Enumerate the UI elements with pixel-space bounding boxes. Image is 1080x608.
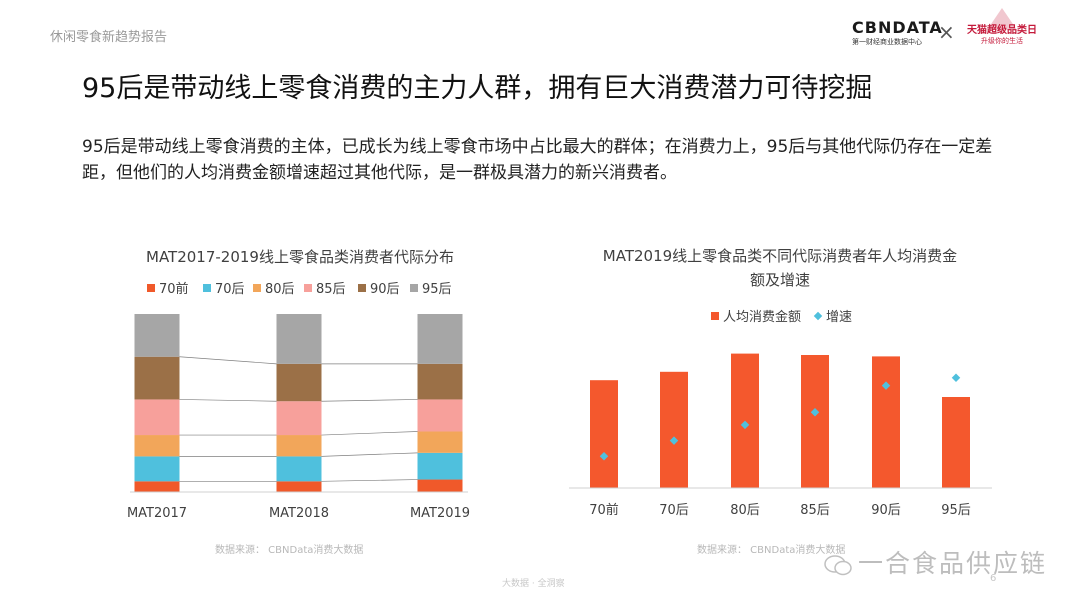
bar-segment-MAT2019-85后 <box>417 399 463 432</box>
legend-swatch-70后 <box>203 284 211 292</box>
legend-swatch-95后 <box>410 284 418 292</box>
series-connector-line <box>321 452 418 457</box>
left-chart-source: 数据来源： CBNData消费大数据 <box>215 545 364 556</box>
growth-marker-90后 <box>881 381 891 390</box>
bar-segment-MAT2018-90后 <box>276 363 322 402</box>
x-tick-label-MAT2019: MAT2019 <box>410 506 470 521</box>
legend-swatch-85后 <box>304 284 312 292</box>
legend-label-70后: 70后 <box>215 282 245 297</box>
right-chart-title: MAT2019线上零食品类不同代际消费者年人均消费金额及增速 <box>602 247 958 289</box>
left-chart-title: MAT2017-2019线上零食品类消费者代际分布 <box>146 248 454 266</box>
series-connector-line <box>321 431 418 436</box>
bar-segment-MAT2018-70后 <box>276 456 322 482</box>
bar-segment-MAT2017-70前 <box>134 481 180 492</box>
x-tick-label-MAT2018: MAT2018 <box>269 506 329 521</box>
legend-label-增速: 增速 <box>826 310 852 325</box>
cbndata-logo-subtext: 第一财经商业数据中心 <box>852 38 922 46</box>
series-connector-line <box>321 399 418 402</box>
footer-tagline: 大数据 · 全洞察 <box>502 579 565 589</box>
wechat-icon <box>824 555 852 576</box>
logo-separator-icon: × <box>938 20 955 44</box>
legend-swatch-80后 <box>253 284 261 292</box>
intro-paragraph: 95后是带动线上零食消费的主体，已成长为线上零食市场中占比最大的群体；在消费力上… <box>82 137 993 183</box>
x-tick-label-95后: 95后 <box>941 503 971 518</box>
legend-label-85后: 85后 <box>316 282 346 297</box>
x-tick-label-70后: 70后 <box>659 503 689 518</box>
bar-segment-MAT2017-70后 <box>134 456 180 482</box>
legend-label-80后: 80后 <box>265 282 295 297</box>
growth-marker-70后 <box>669 436 679 445</box>
bar-segment-MAT2018-70前 <box>276 481 322 492</box>
legend-swatch-增速 <box>813 311 823 321</box>
tmall-logo-text: 天猫超级品类日 <box>967 25 1037 36</box>
bar-segment-MAT2018-85后 <box>276 401 322 436</box>
bar-segment-MAT2017-95后 <box>134 314 180 357</box>
bar-segment-MAT2018-80后 <box>276 435 322 457</box>
legend-swatch-70前 <box>147 284 155 292</box>
cbndata-logo: CBNDATA 第一财经商业数据中心 <box>852 19 943 47</box>
growth-marker-80后 <box>740 420 750 430</box>
bar-85后 <box>801 355 829 488</box>
tmall-logo-slogan: 升级你的生活 <box>981 37 1023 45</box>
bar-70前 <box>590 380 618 488</box>
legend-label-人均消费金额: 人均消费金额 <box>723 309 801 325</box>
watermark-text: 一合食品供应链 <box>858 549 1048 578</box>
tmall-category-day-logo: 天猫超级品类日 升级你的生活 <box>962 8 1042 60</box>
bar-segment-MAT2019-90后 <box>417 363 463 400</box>
right-chart-source: 数据来源： CBNData消费大数据 <box>697 545 846 556</box>
legend-label-95后: 95后 <box>422 282 452 297</box>
x-tick-label-80后: 80后 <box>730 503 760 518</box>
x-tick-label-70前: 70前 <box>589 502 619 518</box>
bar-90后 <box>872 356 900 488</box>
growth-marker-95后 <box>951 373 961 382</box>
growth-marker-85后 <box>810 408 820 417</box>
legend-swatch-人均消费金额 <box>711 312 719 320</box>
series-connector-line <box>179 399 277 402</box>
slide-title: 95后是带动线上零食消费的主力人群，拥有巨大消费潜力可待挖掘 <box>82 73 873 104</box>
legend-label-90后: 90后 <box>370 282 400 297</box>
growth-marker-70前 <box>599 452 609 461</box>
page-number: 6 <box>990 573 997 584</box>
series-connector-line <box>179 356 277 365</box>
x-tick-label-90后: 90后 <box>871 503 901 518</box>
bar-segment-MAT2017-90后 <box>134 356 180 400</box>
bar-segment-MAT2017-85后 <box>134 399 180 436</box>
bar-95后 <box>942 397 970 488</box>
legend-swatch-90后 <box>358 284 366 292</box>
series-connector-line <box>321 479 418 482</box>
tmall-logo-triangle-icon <box>987 8 1017 30</box>
x-tick-label-85后: 85后 <box>800 503 830 518</box>
bar-segment-MAT2019-70前 <box>417 479 463 492</box>
bar-segment-MAT2019-70后 <box>417 452 463 480</box>
legend-label-70前: 70前 <box>159 281 189 297</box>
bar-70后 <box>660 371 688 488</box>
bar-segment-MAT2019-95后 <box>417 314 463 364</box>
cbndata-logo-text: CBNDATA <box>852 18 943 37</box>
bar-segment-MAT2017-80后 <box>134 435 180 457</box>
report-label: 休闲零食新趋势报告 <box>50 30 168 45</box>
bar-segment-MAT2018-95后 <box>276 314 322 364</box>
x-tick-label-MAT2017: MAT2017 <box>127 506 187 521</box>
bar-segment-MAT2019-80后 <box>417 431 463 453</box>
